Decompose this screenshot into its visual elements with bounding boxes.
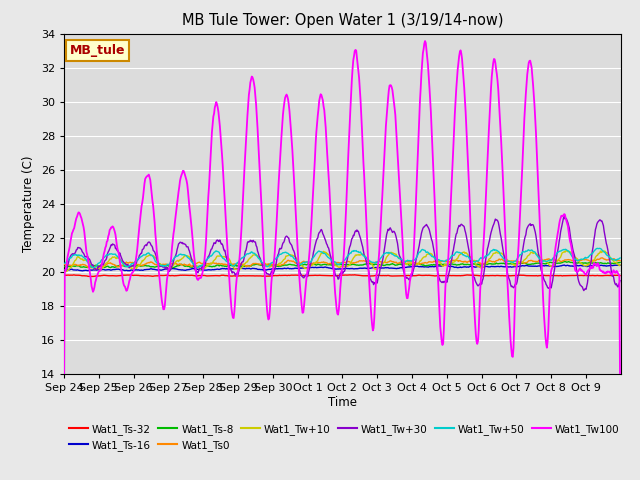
- Text: MB_tule: MB_tule: [70, 44, 125, 57]
- Y-axis label: Temperature (C): Temperature (C): [22, 156, 35, 252]
- Title: MB Tule Tower: Open Water 1 (3/19/14-now): MB Tule Tower: Open Water 1 (3/19/14-now…: [182, 13, 503, 28]
- X-axis label: Time: Time: [328, 396, 357, 409]
- Legend: Wat1_Ts-32, Wat1_Ts-16, Wat1_Ts-8, Wat1_Ts0, Wat1_Tw+10, Wat1_Tw+30, Wat1_Tw+50,: Wat1_Ts-32, Wat1_Ts-16, Wat1_Ts-8, Wat1_…: [69, 424, 620, 451]
